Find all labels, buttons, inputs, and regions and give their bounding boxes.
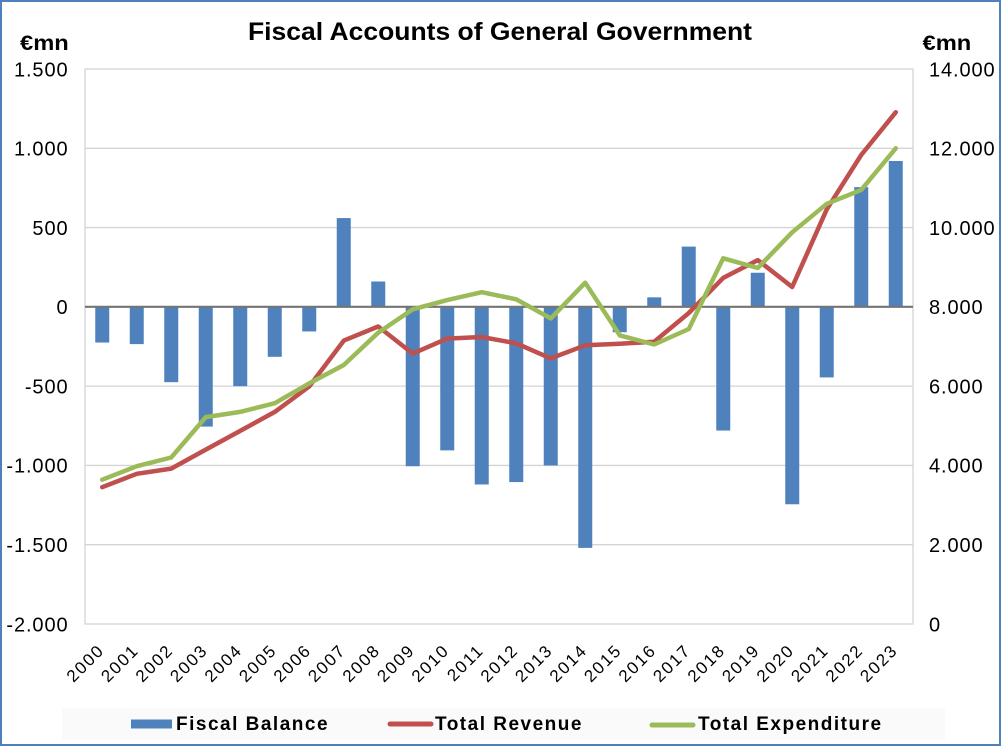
svg-text:2.000: 2.000 [929, 535, 984, 557]
svg-text:10.000: 10.000 [929, 218, 996, 240]
svg-text:500: 500 [32, 218, 68, 240]
svg-text:-1.500: -1.500 [6, 535, 68, 557]
svg-text:€mn: €mn [20, 31, 69, 54]
svg-text:1.500: 1.500 [14, 59, 69, 81]
svg-text:0: 0 [929, 614, 941, 636]
svg-text:4.000: 4.000 [929, 456, 984, 478]
svg-text:6.000: 6.000 [929, 376, 984, 398]
svg-text:-500: -500 [25, 376, 69, 398]
svg-text:0: 0 [56, 297, 68, 319]
svg-text:Total Revenue: Total Revenue [435, 714, 583, 735]
svg-text:1.000: 1.000 [14, 139, 69, 161]
svg-text:Fiscal Balance: Fiscal Balance [176, 714, 329, 735]
svg-text:12.000: 12.000 [929, 139, 996, 161]
svg-text:Total Expenditure: Total Expenditure [698, 714, 883, 735]
svg-text:14.000: 14.000 [929, 59, 996, 81]
svg-text:-1.000: -1.000 [6, 456, 68, 478]
svg-text:8.000: 8.000 [929, 297, 984, 319]
svg-text:€mn: €mn [923, 31, 972, 54]
svg-text:Fiscal Accounts of General Gov: Fiscal Accounts of General Government [248, 18, 753, 46]
svg-text:-2.000: -2.000 [6, 614, 68, 636]
